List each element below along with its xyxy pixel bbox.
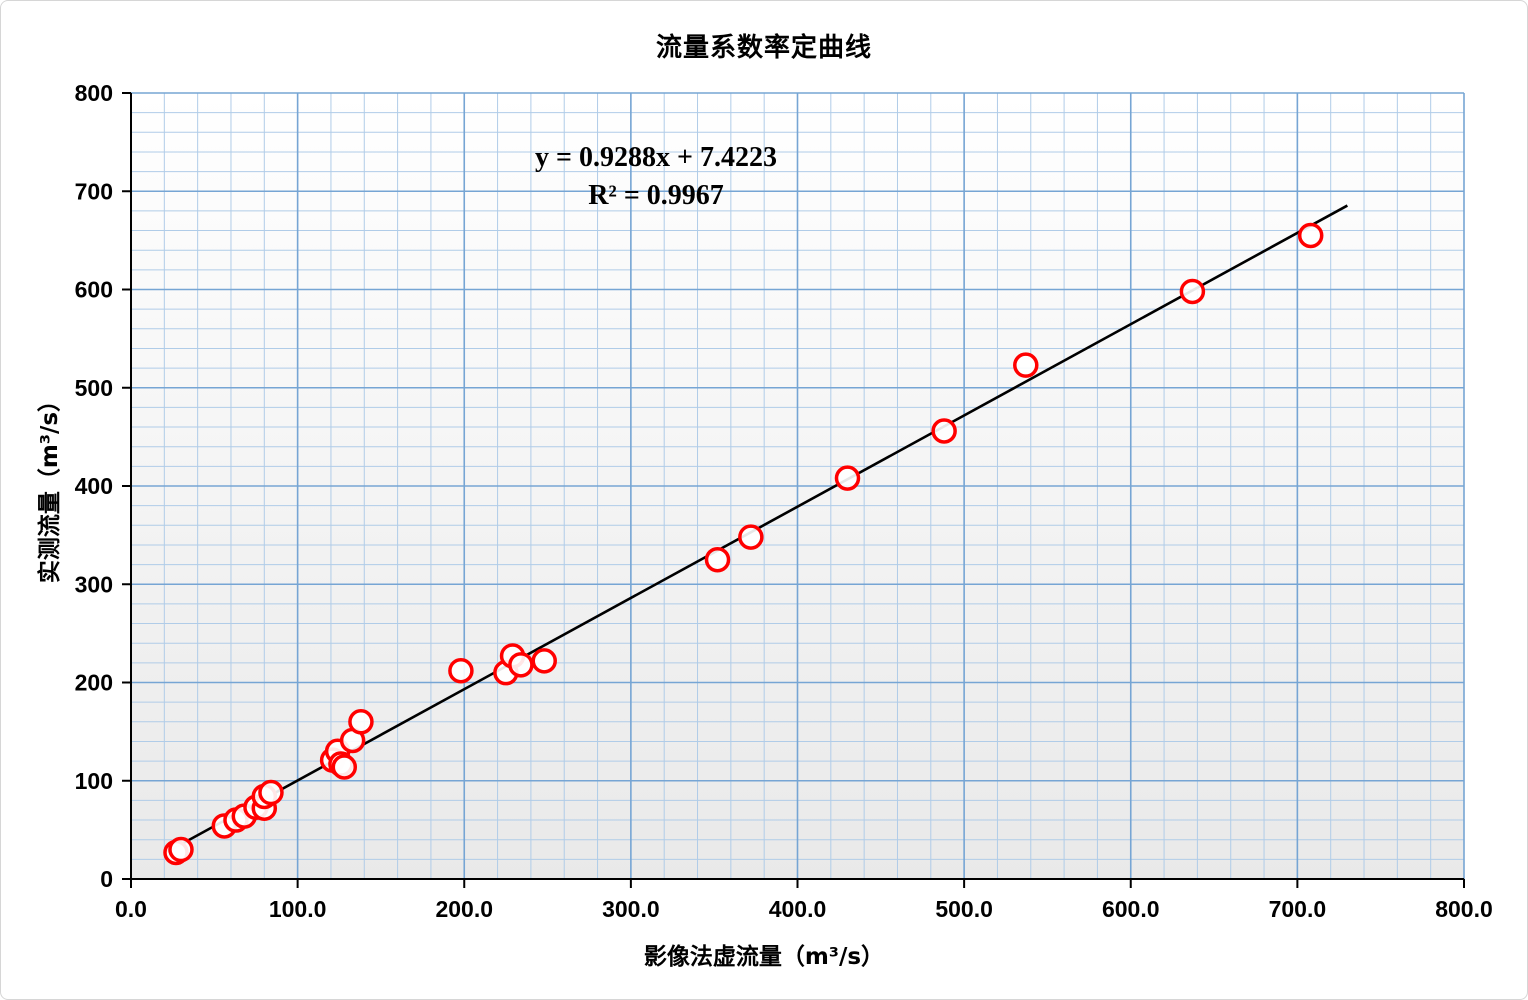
- x-tick-label: 800.0: [1435, 896, 1493, 922]
- y-tick-label: 600: [75, 277, 113, 303]
- data-point: [931, 418, 957, 444]
- y-tick-label: 400: [75, 473, 113, 499]
- data-point: [704, 546, 731, 573]
- x-tick-label: 400.0: [769, 896, 827, 922]
- y-tick-label: 300: [75, 571, 113, 597]
- y-tick-label: 700: [75, 178, 113, 204]
- y-tick-label: 0: [100, 866, 113, 892]
- data-point: [1297, 222, 1324, 249]
- plot-area: 0.0 100.0 200.0 300.0 400.0 500.0 600.0 700.0 80…: [75, 80, 1493, 922]
- x-tick-label: 500.0: [935, 896, 993, 922]
- data-point: [834, 465, 861, 491]
- y-tick-label: 500: [75, 375, 113, 401]
- y-tick-label: 800: [75, 80, 113, 106]
- x-tick-label: 100.0: [269, 896, 327, 922]
- data-point: [1013, 352, 1039, 378]
- y-tick-label: 100: [75, 768, 113, 794]
- r-squared-label: R² = 0.9967: [588, 180, 724, 211]
- x-tick-label: 700.0: [1269, 896, 1327, 922]
- y-tick-label: 200: [75, 670, 113, 696]
- data-point: [448, 657, 474, 684]
- x-tick-label: 200.0: [435, 896, 493, 922]
- data-point: [531, 648, 557, 674]
- data-point: [168, 836, 194, 863]
- data-point: [331, 754, 358, 780]
- y-axis-title: 实测流量（m³/s）: [37, 388, 63, 584]
- x-tick-label: 0.0: [115, 896, 147, 922]
- x-axis-title: 影像法虚流量（m³/s）: [643, 944, 885, 970]
- x-tick-label: 300.0: [602, 896, 660, 922]
- chart-title: 流量系数率定曲线: [655, 33, 872, 63]
- data-point: [348, 709, 374, 735]
- data-point: [1179, 278, 1206, 305]
- data-point: [508, 652, 534, 678]
- data-point: [258, 779, 284, 806]
- trendline-equation: y = 0.9288x + 7.4223: [535, 142, 777, 173]
- data-point: [738, 524, 764, 550]
- x-tick-label: 600.0: [1102, 896, 1160, 922]
